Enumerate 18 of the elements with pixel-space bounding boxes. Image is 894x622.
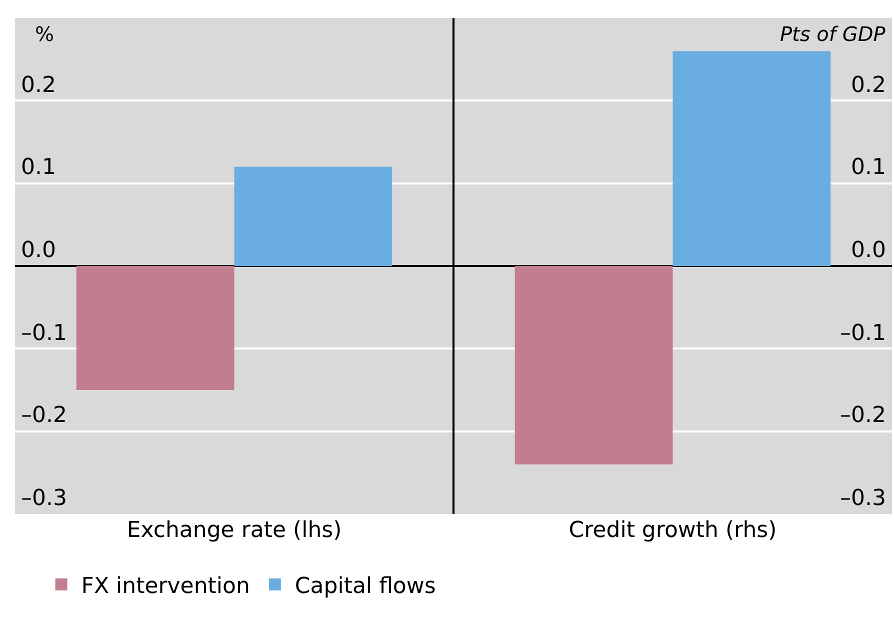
y-axis-title: %: [35, 22, 54, 46]
y2-tick-label: 0.0: [851, 238, 886, 263]
legend-label: FX intervention: [81, 574, 250, 599]
y-tick-label: –0.1: [21, 321, 67, 346]
y2-tick-label: –0.1: [840, 321, 886, 346]
y-tick-label: 0.1: [21, 155, 56, 180]
y2-tick-label: 0.2: [851, 73, 886, 98]
legend-label: Capital flows: [294, 574, 436, 599]
x-tick-label: Exchange rate (lhs): [126, 518, 342, 543]
y2-tick-label: –0.3: [840, 486, 886, 511]
y-tick-label: 0.0: [21, 238, 56, 263]
y-tick-label: 0.2: [21, 73, 56, 98]
y2-tick-label: 0.1: [851, 155, 886, 180]
y-tick-label: –0.2: [21, 403, 67, 428]
y2-tick-label: –0.2: [840, 403, 886, 428]
y2-axis-title: Pts of GDP: [780, 22, 886, 46]
x-tick-label: Credit growth (rhs): [568, 518, 777, 543]
y-tick-label: –0.3: [21, 486, 67, 511]
